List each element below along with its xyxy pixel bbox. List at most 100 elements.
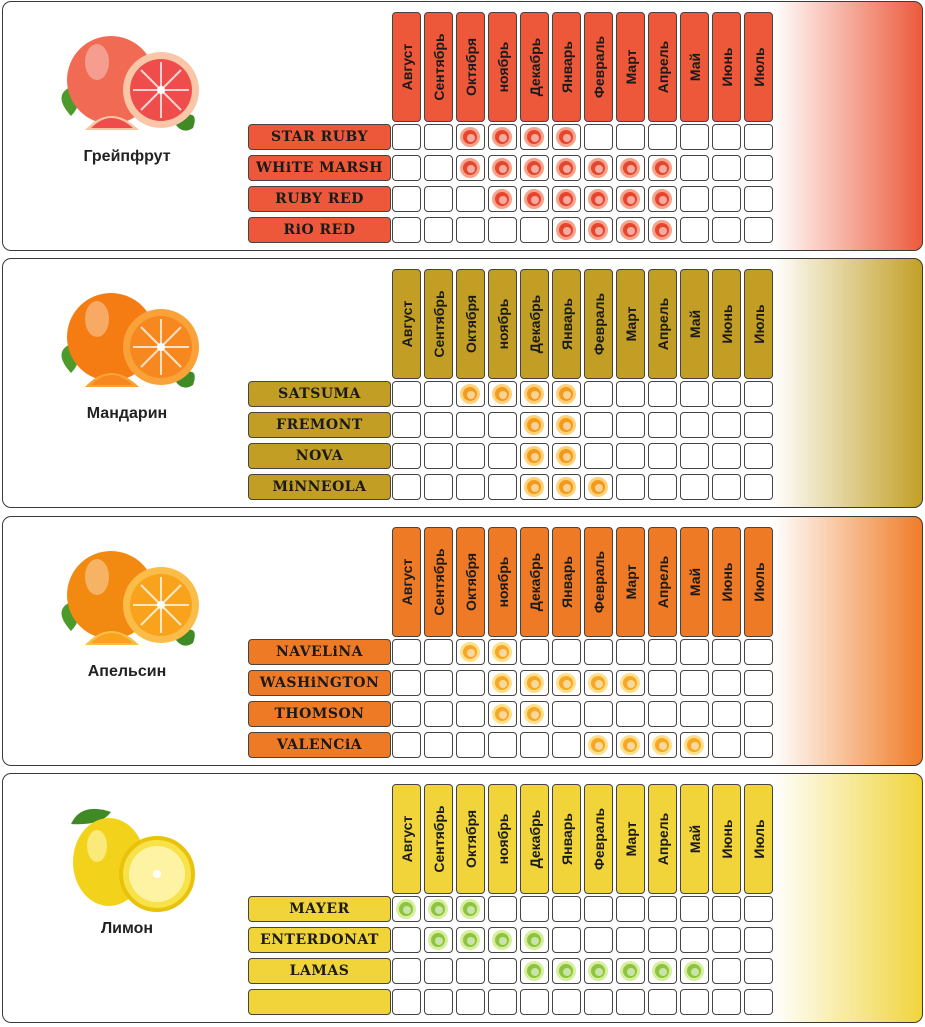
season-cell bbox=[552, 443, 581, 469]
season-fruit-icon bbox=[428, 899, 448, 919]
season-cell bbox=[552, 896, 581, 922]
season-cell bbox=[520, 927, 549, 953]
season-cell bbox=[648, 186, 677, 212]
month-label: Октября bbox=[462, 809, 479, 869]
variety-label: WHiTE MARSH bbox=[248, 155, 391, 181]
season-fruit-icon bbox=[524, 961, 544, 981]
season-cell bbox=[648, 155, 677, 181]
season-fruit-icon bbox=[556, 384, 576, 404]
season-cell bbox=[648, 896, 677, 922]
season-cell bbox=[744, 639, 773, 665]
season-cell bbox=[392, 412, 421, 438]
season-fruit-icon bbox=[492, 158, 512, 178]
season-cell bbox=[648, 732, 677, 758]
month-label: Октября bbox=[462, 37, 479, 97]
season-fruit-icon bbox=[620, 735, 640, 755]
season-cell bbox=[424, 186, 453, 212]
season-cell bbox=[456, 124, 485, 150]
season-fruit-icon bbox=[588, 961, 608, 981]
season-cell bbox=[712, 670, 741, 696]
month-label: Май bbox=[686, 567, 703, 597]
month-label: Апрель bbox=[654, 297, 671, 351]
month-header: ноябрь bbox=[488, 527, 517, 637]
season-fruit-icon bbox=[652, 735, 672, 755]
season-cell bbox=[584, 896, 613, 922]
season-cell bbox=[648, 639, 677, 665]
fruit-panel: Лимон Август Сентябрь Октября ноябрь Декабрь Я… bbox=[2, 773, 923, 1023]
season-fruit-icon bbox=[492, 189, 512, 209]
month-header: Декабрь bbox=[520, 12, 549, 122]
month-label: Декабрь bbox=[526, 37, 543, 97]
season-cell bbox=[552, 381, 581, 407]
month-label: Январь bbox=[558, 298, 575, 350]
season-cell bbox=[392, 186, 421, 212]
variety-label: SATSUMA bbox=[248, 381, 391, 407]
season-cell bbox=[456, 155, 485, 181]
season-cell bbox=[744, 381, 773, 407]
season-cell bbox=[584, 124, 613, 150]
fruit-name: Мандарин bbox=[86, 405, 168, 422]
season-cell bbox=[520, 155, 549, 181]
season-cell bbox=[520, 474, 549, 500]
season-cell bbox=[456, 989, 485, 1015]
variety-label: VALENCiA bbox=[248, 732, 391, 758]
month-label: Декабрь bbox=[526, 552, 543, 612]
month-header: Май bbox=[680, 269, 709, 379]
season-fruit-icon bbox=[588, 158, 608, 178]
month-header: Июнь bbox=[712, 269, 741, 379]
season-cell bbox=[456, 701, 485, 727]
season-fruit-icon bbox=[524, 415, 544, 435]
month-header: Сентябрь bbox=[424, 269, 453, 379]
month-header: Апрель bbox=[648, 12, 677, 122]
month-header: Март bbox=[616, 12, 645, 122]
season-fruit-icon bbox=[556, 961, 576, 981]
month-header: Август bbox=[392, 527, 421, 637]
variety-label bbox=[248, 989, 391, 1015]
season-cell bbox=[424, 989, 453, 1015]
variety-label: FREMONT bbox=[248, 412, 391, 438]
season-fruit-icon bbox=[620, 189, 640, 209]
month-label: Февраль bbox=[590, 807, 607, 871]
season-cell bbox=[648, 124, 677, 150]
season-cell bbox=[488, 217, 517, 243]
month-label: ноябрь bbox=[494, 41, 511, 93]
season-cell bbox=[744, 155, 773, 181]
month-header: Апрель bbox=[648, 269, 677, 379]
season-cell bbox=[424, 217, 453, 243]
month-label: Январь bbox=[558, 813, 575, 865]
month-header: Январь bbox=[552, 527, 581, 637]
variety-label: RUBY RED bbox=[248, 186, 391, 212]
season-cell bbox=[744, 443, 773, 469]
month-label: ноябрь bbox=[494, 556, 511, 608]
season-cell bbox=[392, 124, 421, 150]
season-cell bbox=[584, 927, 613, 953]
season-cell bbox=[616, 124, 645, 150]
season-cell bbox=[488, 443, 517, 469]
month-label: Июнь bbox=[718, 562, 735, 602]
season-cell bbox=[424, 670, 453, 696]
season-cell bbox=[744, 186, 773, 212]
season-cell bbox=[520, 701, 549, 727]
season-cell bbox=[552, 701, 581, 727]
season-cell bbox=[648, 381, 677, 407]
season-cell bbox=[744, 989, 773, 1015]
season-cell bbox=[712, 732, 741, 758]
season-cell bbox=[616, 639, 645, 665]
month-label: Июль bbox=[750, 819, 767, 859]
season-cell bbox=[392, 927, 421, 953]
season-cell bbox=[712, 217, 741, 243]
season-cell bbox=[616, 155, 645, 181]
season-cell bbox=[488, 732, 517, 758]
season-fruit-icon bbox=[460, 642, 480, 662]
season-cell bbox=[488, 155, 517, 181]
season-cell bbox=[616, 670, 645, 696]
season-cell bbox=[712, 474, 741, 500]
season-cell bbox=[424, 701, 453, 727]
variety-label: THOMSON bbox=[248, 701, 391, 727]
season-cell bbox=[488, 896, 517, 922]
season-fruit-icon bbox=[588, 477, 608, 497]
season-cell bbox=[744, 217, 773, 243]
season-cell bbox=[456, 732, 485, 758]
month-label: Май bbox=[686, 309, 703, 339]
season-fruit-icon bbox=[556, 673, 576, 693]
